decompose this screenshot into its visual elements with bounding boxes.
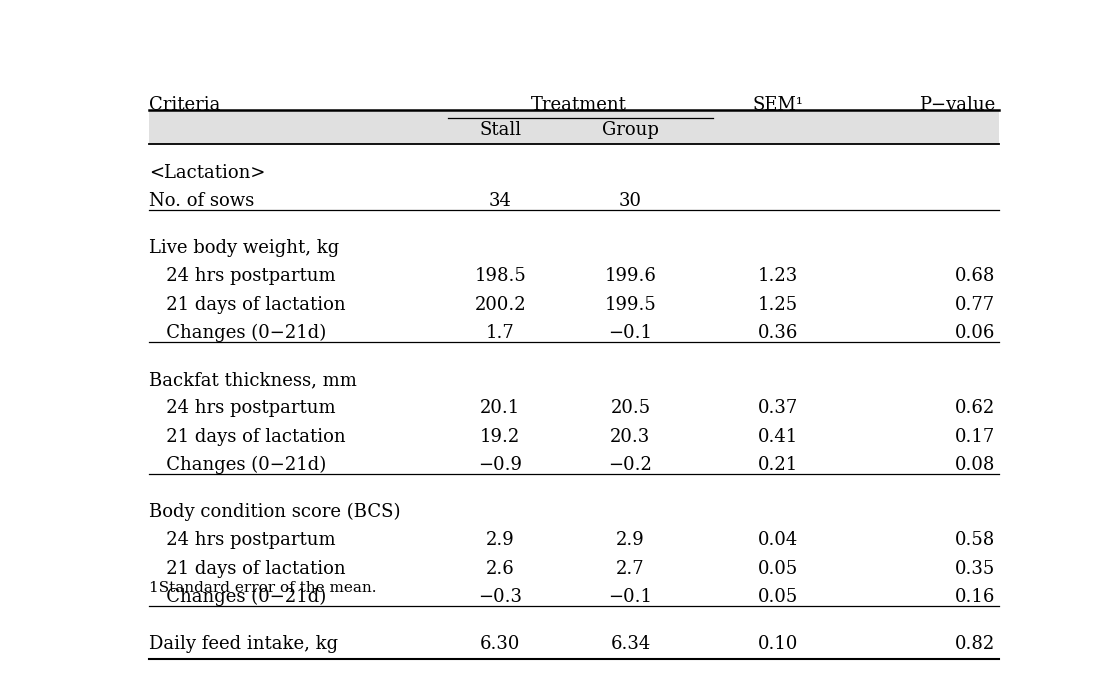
Text: Stall: Stall: [479, 121, 521, 139]
Text: 0.04: 0.04: [758, 531, 799, 549]
Text: 2.9: 2.9: [486, 531, 514, 549]
Text: 0.05: 0.05: [758, 560, 799, 577]
Text: 21 days of lactation: 21 days of lactation: [149, 428, 345, 445]
Text: Changes (0−21d): Changes (0−21d): [149, 588, 326, 606]
Text: −0.9: −0.9: [478, 456, 522, 474]
Text: 21 days of lactation: 21 days of lactation: [149, 560, 345, 577]
Text: 200.2: 200.2: [475, 296, 526, 313]
Text: 0.05: 0.05: [758, 588, 799, 606]
Text: <Lactation>: <Lactation>: [149, 164, 265, 182]
Text: 0.21: 0.21: [758, 456, 799, 474]
Text: 24 hrs postpartum: 24 hrs postpartum: [149, 399, 335, 418]
Text: Changes (0−21d): Changes (0−21d): [149, 324, 326, 342]
Text: 0.37: 0.37: [758, 399, 799, 418]
Text: 0.17: 0.17: [954, 428, 995, 445]
Text: Daily feed intake, kg: Daily feed intake, kg: [149, 635, 338, 653]
Text: 21 days of lactation: 21 days of lactation: [149, 296, 345, 313]
Text: Criteria: Criteria: [149, 96, 220, 114]
Text: Live body weight, kg: Live body weight, kg: [149, 239, 339, 257]
Text: 199.6: 199.6: [605, 267, 656, 286]
Text: 199.5: 199.5: [605, 296, 656, 313]
Text: 30: 30: [619, 192, 642, 210]
Text: −0.1: −0.1: [608, 324, 653, 342]
Text: 2.9: 2.9: [616, 531, 645, 549]
Text: −0.3: −0.3: [478, 588, 522, 606]
Text: 0.10: 0.10: [758, 635, 799, 653]
Text: 20.5: 20.5: [610, 399, 651, 418]
Text: SEM¹: SEM¹: [753, 96, 803, 114]
Bar: [149, 110, 999, 144]
Text: P−value: P−value: [918, 96, 995, 114]
Text: Body condition score (BCS): Body condition score (BCS): [149, 503, 400, 521]
Text: 0.06: 0.06: [954, 324, 995, 342]
Text: 20.1: 20.1: [480, 399, 521, 418]
Text: 0.58: 0.58: [954, 531, 995, 549]
Text: 1.7: 1.7: [486, 324, 514, 342]
Text: 24 hrs postpartum: 24 hrs postpartum: [149, 267, 335, 286]
Text: 34: 34: [488, 192, 512, 210]
Text: No. of sows: No. of sows: [149, 192, 254, 210]
Text: 20.3: 20.3: [610, 428, 651, 445]
Text: −0.1: −0.1: [608, 588, 653, 606]
Text: Backfat thickness, mm: Backfat thickness, mm: [149, 371, 356, 389]
Text: 6.30: 6.30: [480, 635, 521, 653]
Text: −0.2: −0.2: [608, 456, 652, 474]
Text: 0.68: 0.68: [954, 267, 995, 286]
Text: 0.77: 0.77: [955, 296, 995, 313]
Text: 2.6: 2.6: [486, 560, 514, 577]
Text: Treatment: Treatment: [531, 96, 626, 114]
Text: 6.34: 6.34: [610, 635, 651, 653]
Text: 1.25: 1.25: [758, 296, 799, 313]
Text: 1.23: 1.23: [758, 267, 799, 286]
Text: 1Standard error of the mean.: 1Standard error of the mean.: [149, 581, 376, 596]
Text: Changes (0−21d): Changes (0−21d): [149, 456, 326, 474]
Text: Group: Group: [601, 121, 659, 139]
Text: 0.62: 0.62: [954, 399, 995, 418]
Text: 0.41: 0.41: [758, 428, 799, 445]
Text: 0.82: 0.82: [954, 635, 995, 653]
Text: 2.7: 2.7: [616, 560, 645, 577]
Text: 0.36: 0.36: [758, 324, 799, 342]
Text: 0.08: 0.08: [954, 456, 995, 474]
Text: 0.35: 0.35: [954, 560, 995, 577]
Text: 19.2: 19.2: [480, 428, 521, 445]
Text: 24 hrs postpartum: 24 hrs postpartum: [149, 531, 335, 549]
Text: 198.5: 198.5: [475, 267, 526, 286]
Text: 0.16: 0.16: [954, 588, 995, 606]
